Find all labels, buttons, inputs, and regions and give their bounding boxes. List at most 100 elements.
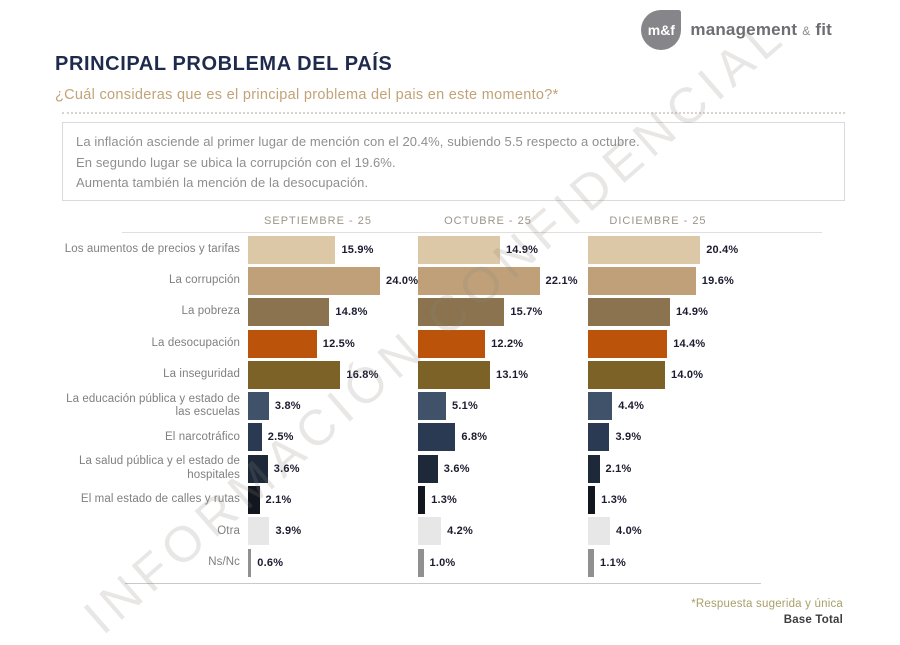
bar-value: 1.3% (431, 494, 458, 507)
bar-value: 3.6% (273, 462, 300, 475)
bar-value: 2.5% (267, 431, 294, 444)
bar-value: 12.5% (322, 337, 355, 350)
chart-row: Otra 3.9% 4.2% 4.0% (60, 516, 820, 547)
bar-cell: 4.4% (588, 392, 758, 421)
bar (248, 298, 330, 327)
chart-row: La inseguridad 16.8% 13.1% 14.0% (60, 359, 820, 390)
column-header-december: DICIEMBRE - 25 (609, 215, 707, 227)
logo-wordmark: management & fit (690, 20, 832, 40)
bar-cell: 13.1% (418, 360, 588, 389)
bar-value: 3.6% (443, 462, 470, 475)
category-label: Los aumentos de precios y tarifas (64, 242, 240, 255)
bar-cell: 3.8% (248, 392, 418, 421)
bar (248, 548, 252, 577)
bar-cell: 3.9% (248, 517, 418, 546)
bar-cell: 2.1% (588, 454, 758, 483)
page-title: PRINCIPAL PROBLEMA DEL PAÍS (55, 53, 393, 75)
bar-cell: 20.4% (588, 235, 758, 264)
bar-value: 14.0% (671, 368, 704, 381)
base-total-label: Base Total (783, 614, 843, 626)
category-label: El narcotráfico (164, 430, 240, 443)
bar-value: 6.8% (461, 431, 488, 444)
bar-value: 3.9% (275, 525, 302, 538)
bar-cell: 3.6% (248, 454, 418, 483)
bar-value: 15.7% (510, 306, 543, 319)
bar-value: 14.4% (673, 337, 706, 350)
bar-value: 14.9% (675, 306, 709, 319)
bar-value: 13.1% (496, 368, 529, 381)
bar-cell: 19.6% (588, 266, 758, 295)
bar-cell: 15.9% (248, 235, 418, 264)
bar (418, 517, 442, 546)
logo-mf-icon: m&f (641, 10, 682, 50)
bar (588, 517, 610, 546)
bar-chart: SEPTIEMBRE - 25 OCTUBRE - 25 DICIEMBRE -… (60, 210, 822, 578)
bar-value: 19.6% (701, 274, 734, 287)
bar-cell: 5.1% (418, 392, 588, 421)
bar (588, 329, 668, 358)
bar-value: 1.3% (601, 494, 628, 507)
bar-cell: 4.0% (588, 517, 758, 546)
chart-row: El narcotráfico 2.5% 6.8% 3.9% (60, 422, 820, 453)
bar-cell: 24.0% (248, 266, 418, 295)
bar-value: 1.1% (600, 556, 626, 569)
bar (588, 392, 613, 421)
bar-cell: 2.1% (248, 486, 418, 515)
chart-row: Ns/Nc 0.6% 1.0% 1.1% (60, 547, 820, 578)
summary-line-3: Aumenta también la mención de la desocup… (76, 175, 369, 191)
bar-value: 4.0% (616, 525, 642, 538)
bar (418, 423, 456, 452)
category-label: La desocupación (151, 336, 240, 349)
bar-cell: 4.2% (418, 517, 588, 546)
summary-line-1: La inflación asciende al primer lugar de… (76, 134, 640, 149)
bar-value: 22.1% (545, 274, 578, 287)
bar-cell: 14.0% (588, 360, 758, 389)
bar-cell: 12.5% (248, 329, 418, 358)
bar-cell: 14.9% (418, 235, 588, 264)
bar-cell: 2.5% (248, 423, 418, 452)
chart-column-headers: SEPTIEMBRE - 25 OCTUBRE - 25 DICIEMBRE -… (60, 210, 820, 232)
bar-cell: 16.8% (248, 360, 418, 389)
bar (418, 266, 540, 295)
survey-question: ¿Cuál consideras que es el principal pro… (55, 87, 559, 103)
bar-cell: 1.0% (418, 548, 588, 577)
chart-row: La corrupción 24.0% 22.1% 19.6% (60, 265, 820, 296)
footnote: *Respuesta sugerida y única (691, 598, 843, 610)
bar-value: 16.8% (346, 368, 379, 381)
bar (248, 486, 260, 515)
category-label: Otra (217, 524, 240, 537)
bar-value: 2.1% (265, 494, 292, 507)
bar (248, 266, 380, 295)
bar (588, 548, 595, 577)
logo-abbr: m&f (647, 22, 675, 38)
category-label: La educación pública y estado de las esc… (66, 392, 240, 419)
bar (588, 423, 610, 452)
bar (588, 486, 596, 515)
chart-row: Los aumentos de precios y tarifas 15.9% 14… (60, 234, 820, 265)
bar-cell: 6.8% (418, 423, 588, 452)
bar (248, 235, 336, 264)
summary-box: La inflación asciende al primer lugar de… (62, 122, 845, 201)
chart-rows: Los aumentos de precios y tarifas 15.9% 14… (60, 234, 820, 578)
bar (248, 329, 317, 358)
bar-cell: 22.1% (418, 266, 588, 295)
bar-cell: 15.7% (418, 298, 588, 327)
bar-value: 4.4% (618, 400, 645, 413)
chart-bottom-rule (125, 583, 761, 584)
column-header-september: SEPTIEMBRE - 25 (264, 215, 372, 227)
bar-value: 14.9% (505, 243, 539, 256)
chart-row: La pobreza 14.8% 15.7% 14.9% (60, 297, 820, 328)
header-underline (122, 232, 822, 233)
bar-cell: 14.9% (588, 298, 758, 327)
bar-value: 20.4% (706, 243, 739, 256)
bar-cell: 1.3% (588, 486, 758, 515)
logo-ampersand: & (802, 24, 811, 38)
bar (248, 423, 262, 452)
bar-cell: 1.3% (418, 486, 588, 515)
category-label: La inseguridad (163, 368, 240, 381)
bar-value: 0.6% (257, 556, 284, 569)
bar (418, 298, 505, 327)
category-label: La pobreza (181, 305, 240, 318)
bar (588, 454, 600, 483)
